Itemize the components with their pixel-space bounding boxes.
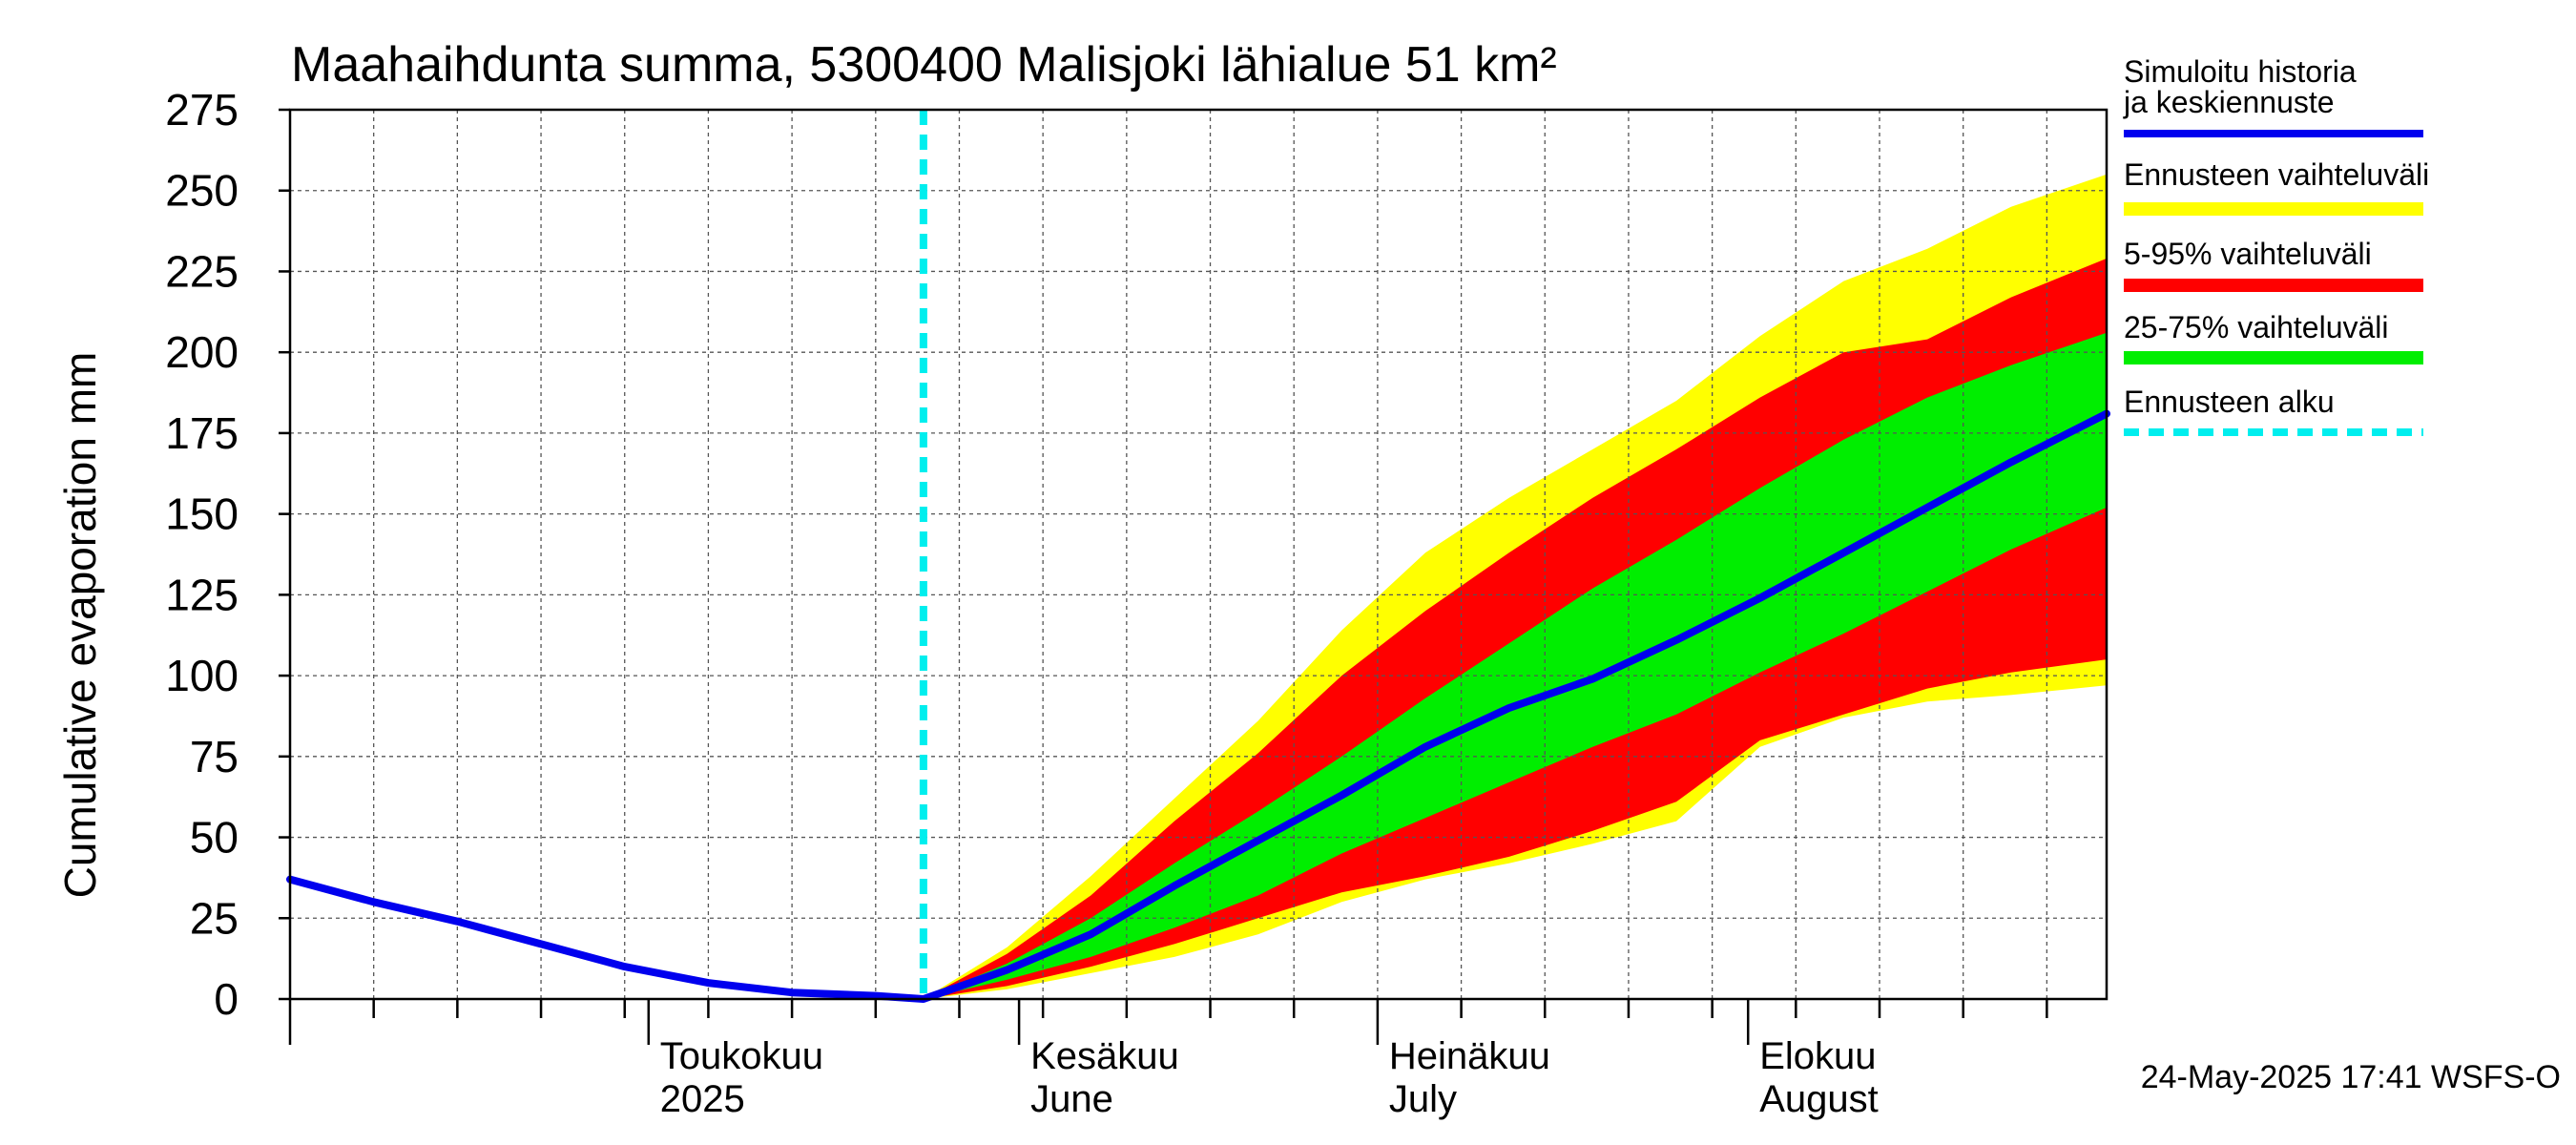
legend-label-2: 5-95% vaihteluväli: [2124, 237, 2372, 271]
y-tick-label: 225: [165, 246, 239, 296]
legend-label-3: 25-75% vaihteluväli: [2124, 310, 2389, 344]
grid-lines: [290, 110, 2107, 999]
y-tick-label: 200: [165, 327, 239, 377]
legend-label-4: Ennusteen alku: [2124, 385, 2335, 419]
x-tick-label-sub: June: [1030, 1078, 1113, 1120]
timestamp-footer: 24-May-2025 17:41 WSFS-O: [2141, 1059, 2561, 1095]
series-lines: [286, 110, 2110, 1003]
y-tick-label: 250: [165, 166, 239, 216]
forecast-bands: [923, 174, 2107, 1000]
y-tick-label: 25: [190, 893, 239, 943]
legend-label-0: Simuloitu historia ja keskiennuste: [2123, 54, 2357, 119]
y-axis-ticks: 0 25 50 75 100 125 150 175 200 225 250 275: [165, 85, 290, 1024]
x-tick-label-month: Toukokuu: [660, 1035, 823, 1077]
y-tick-label: 150: [165, 489, 239, 539]
y-tick-label: 0: [214, 974, 239, 1024]
plot-frame: [288, 108, 2109, 1001]
chart-title: Maahaihdunta summa, 5300400 Malisjoki lä…: [291, 37, 1557, 93]
y-tick-label: 125: [165, 570, 239, 619]
band-5-95: [923, 258, 2107, 999]
x-tick-label-month: Heinäkuu: [1389, 1035, 1550, 1077]
y-axis-label: Cumulative evaporation mm: [55, 352, 105, 899]
x-tick-label-sub: July: [1389, 1078, 1457, 1120]
legend: Simuloitu historia ja keskiennuste Ennuste…: [2123, 54, 2429, 436]
median-series-line: [286, 409, 2110, 1003]
y-tick-label: 50: [190, 813, 239, 863]
y-tick-label: 275: [165, 85, 239, 135]
legend-label-1: Ennusteen vaihteluväli: [2124, 157, 2429, 192]
x-tick-label-sub: August: [1759, 1078, 1879, 1120]
x-tick-label-month: Elokuu: [1759, 1035, 1876, 1077]
band-25-75: [923, 332, 2107, 999]
y-tick-label: 100: [165, 651, 239, 700]
y-tick-label: 175: [165, 408, 239, 458]
y-tick-label: 75: [190, 732, 239, 781]
x-tick-label-sub: 2025: [660, 1078, 745, 1120]
x-tick-label-month: Kesäkuu: [1030, 1035, 1179, 1077]
